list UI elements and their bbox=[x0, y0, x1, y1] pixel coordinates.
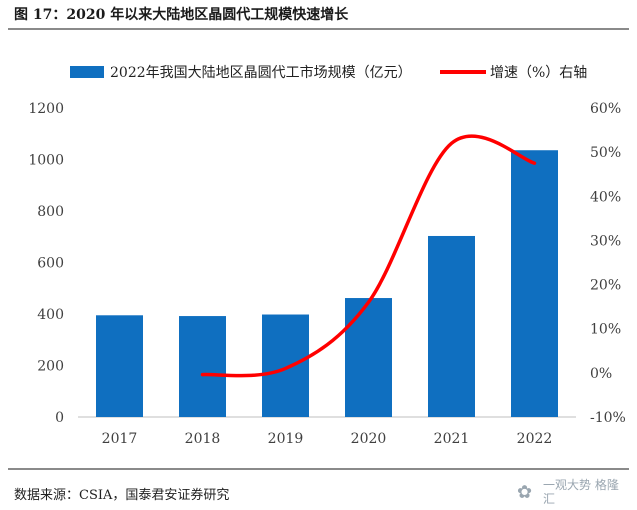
bottom-rule bbox=[8, 468, 629, 470]
right-tick-label: 10% bbox=[590, 322, 621, 338]
legend-line-label: 增速（%）右轴 bbox=[490, 65, 587, 81]
watermark-text: 一观大势 格隆汇 bbox=[543, 478, 619, 506]
legend-bar-swatch bbox=[70, 66, 104, 78]
bar bbox=[345, 298, 392, 417]
left-tick-label: 0 bbox=[55, 410, 64, 426]
x-tick-label: 2020 bbox=[351, 431, 387, 447]
right-tick-label: 60% bbox=[590, 101, 621, 117]
wechat-icon: ✿ bbox=[517, 482, 533, 503]
legend-bar-label: 2022年我国大陆地区晶圆代工市场规模（亿元） bbox=[110, 64, 412, 81]
figure-title: 图 17：2020 年以来大陆地区晶圆代工规模快速增长 bbox=[14, 7, 349, 23]
top-rule bbox=[8, 28, 629, 30]
bar bbox=[179, 316, 226, 417]
left-tick-label: 800 bbox=[37, 204, 64, 220]
right-tick-label: 40% bbox=[590, 189, 621, 205]
right-tick-label: 30% bbox=[590, 233, 621, 249]
right-tick-label: 50% bbox=[590, 145, 621, 161]
source-note: 数据来源：CSIA，国泰君安证券研究 bbox=[14, 488, 230, 503]
x-tick-label: 2022 bbox=[517, 431, 553, 447]
chart: 2022年我国大陆地区晶圆代工市场规模（亿元） 增速（%）右轴 0 200 400 6… bbox=[28, 64, 626, 447]
plot-area: 0 200 400 600 800 1000 1200 -10% 0% 10% 20% 30% 40% 5… bbox=[28, 101, 626, 447]
x-tick-label: 2018 bbox=[185, 431, 221, 447]
right-tick-label: 20% bbox=[590, 278, 621, 294]
bar bbox=[511, 150, 558, 417]
legend: 2022年我国大陆地区晶圆代工市场规模（亿元） 增速（%）右轴 bbox=[70, 64, 587, 81]
growth-line bbox=[200, 134, 537, 378]
left-tick-label: 600 bbox=[37, 256, 64, 272]
x-tick-label: 2021 bbox=[434, 431, 470, 447]
x-tick-label: 2019 bbox=[268, 431, 304, 447]
bar bbox=[428, 235, 475, 417]
left-tick-label: 1200 bbox=[28, 101, 64, 117]
right-tick-label: -10% bbox=[590, 410, 626, 426]
watermark: ✿ 一观大势 格隆汇 bbox=[517, 476, 627, 508]
bar bbox=[96, 315, 143, 417]
left-tick-label: 400 bbox=[37, 307, 64, 323]
right-tick-label: 0% bbox=[590, 366, 612, 382]
left-tick-label: 200 bbox=[37, 359, 64, 375]
left-tick-label: 1000 bbox=[28, 153, 64, 169]
x-tick-label: 2017 bbox=[102, 431, 138, 447]
bar bbox=[262, 314, 309, 417]
